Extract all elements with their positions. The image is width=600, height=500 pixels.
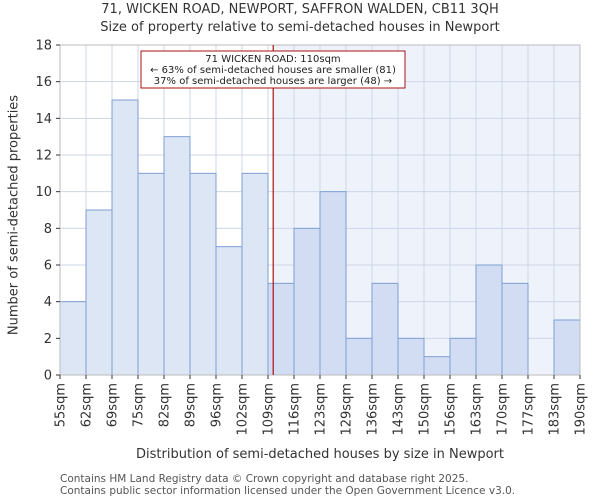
y-tick-label: 14 bbox=[35, 112, 52, 127]
bar bbox=[397, 337, 425, 376]
chart-title: 71, WICKEN ROAD, NEWPORT, SAFFRON WALDEN… bbox=[101, 2, 499, 17]
x-tick-label: 75sqm bbox=[132, 383, 147, 427]
annotation-border bbox=[140, 50, 406, 89]
bar bbox=[553, 319, 581, 376]
x-axis-label: Distribution of semi-detached houses by … bbox=[136, 447, 504, 462]
x-tick-label: 156sqm bbox=[444, 383, 459, 436]
bar bbox=[111, 99, 139, 376]
x-tick-label: 163sqm bbox=[470, 383, 485, 436]
y-axis-label: Number of semi-detached properties bbox=[7, 95, 22, 335]
histogram-chart: 0 2 4 6 8 10 12 14 16 18 55sqm 62sqm 69sqm 75sqm 82sq… bbox=[7, 39, 589, 463]
annotation-box: 71 WICKEN ROAD: 110sqm ← 63% of semi-det… bbox=[140, 50, 406, 89]
annotation-line-3: 37% of semi-detached houses are larger (… bbox=[154, 76, 392, 87]
footer-line-1: Contains HM Land Registry data © Crown c… bbox=[60, 473, 469, 485]
y-tick-label: 6 bbox=[44, 259, 52, 274]
y-tick-label: 0 bbox=[44, 369, 52, 384]
x-tick-label: 62sqm bbox=[80, 383, 95, 427]
bar bbox=[501, 282, 529, 376]
chart-subtitle: Size of property relative to semi-detach… bbox=[100, 20, 500, 35]
bars bbox=[59, 99, 581, 376]
y-tick-label: 10 bbox=[35, 185, 52, 200]
y-tick-label: 2 bbox=[44, 332, 52, 347]
x-tick-label: 96sqm bbox=[210, 383, 225, 427]
x-tick-label: 170sqm bbox=[496, 383, 511, 436]
x-tick-label: 109sqm bbox=[262, 383, 277, 436]
x-tick-label: 136sqm bbox=[366, 383, 381, 436]
bar bbox=[293, 227, 321, 376]
bar bbox=[345, 337, 373, 376]
y-tick-label: 16 bbox=[35, 75, 52, 90]
annotation-line-1: 71 WICKEN ROAD: 110sqm bbox=[205, 54, 340, 65]
bar bbox=[371, 282, 399, 376]
x-tick-label: 69sqm bbox=[106, 383, 121, 427]
x-tick-label: 150sqm bbox=[418, 383, 433, 436]
y-tick-label: 12 bbox=[35, 149, 52, 164]
annotation-line-2: ← 63% of semi-detached houses are smalle… bbox=[150, 65, 396, 76]
bar bbox=[189, 172, 217, 376]
x-axis-ticks: 55sqm 62sqm 69sqm 75sqm 82sqm 89sqm 96sqm 102sq… bbox=[54, 375, 589, 436]
bar bbox=[137, 172, 165, 376]
bar bbox=[475, 264, 503, 376]
bar bbox=[163, 136, 191, 376]
x-tick-label: 183sqm bbox=[548, 383, 563, 436]
x-tick-label: 129sqm bbox=[340, 383, 355, 436]
x-tick-label: 89sqm bbox=[184, 383, 199, 427]
x-tick-label: 82sqm bbox=[158, 383, 173, 427]
bar bbox=[423, 356, 451, 376]
x-tick-label: 55sqm bbox=[54, 383, 69, 427]
x-tick-label: 123sqm bbox=[314, 383, 329, 436]
y-tick-label: 8 bbox=[44, 222, 52, 237]
bar bbox=[85, 209, 113, 376]
bar bbox=[449, 337, 477, 376]
footer-line-2: Contains public sector information licen… bbox=[60, 485, 516, 497]
x-tick-label: 102sqm bbox=[236, 383, 251, 436]
y-tick-label: 18 bbox=[35, 39, 52, 54]
bar bbox=[241, 172, 269, 376]
bar bbox=[267, 282, 295, 376]
bar bbox=[215, 246, 243, 376]
y-tick-label: 4 bbox=[44, 295, 52, 310]
x-tick-label: 143sqm bbox=[392, 383, 407, 436]
y-axis-ticks: 0 2 4 6 8 10 12 14 16 18 bbox=[35, 39, 60, 384]
x-tick-label: 116sqm bbox=[288, 383, 303, 436]
x-tick-label: 177sqm bbox=[522, 383, 537, 436]
bar bbox=[59, 301, 87, 376]
bar bbox=[319, 191, 347, 376]
x-tick-label: 190sqm bbox=[574, 383, 589, 436]
